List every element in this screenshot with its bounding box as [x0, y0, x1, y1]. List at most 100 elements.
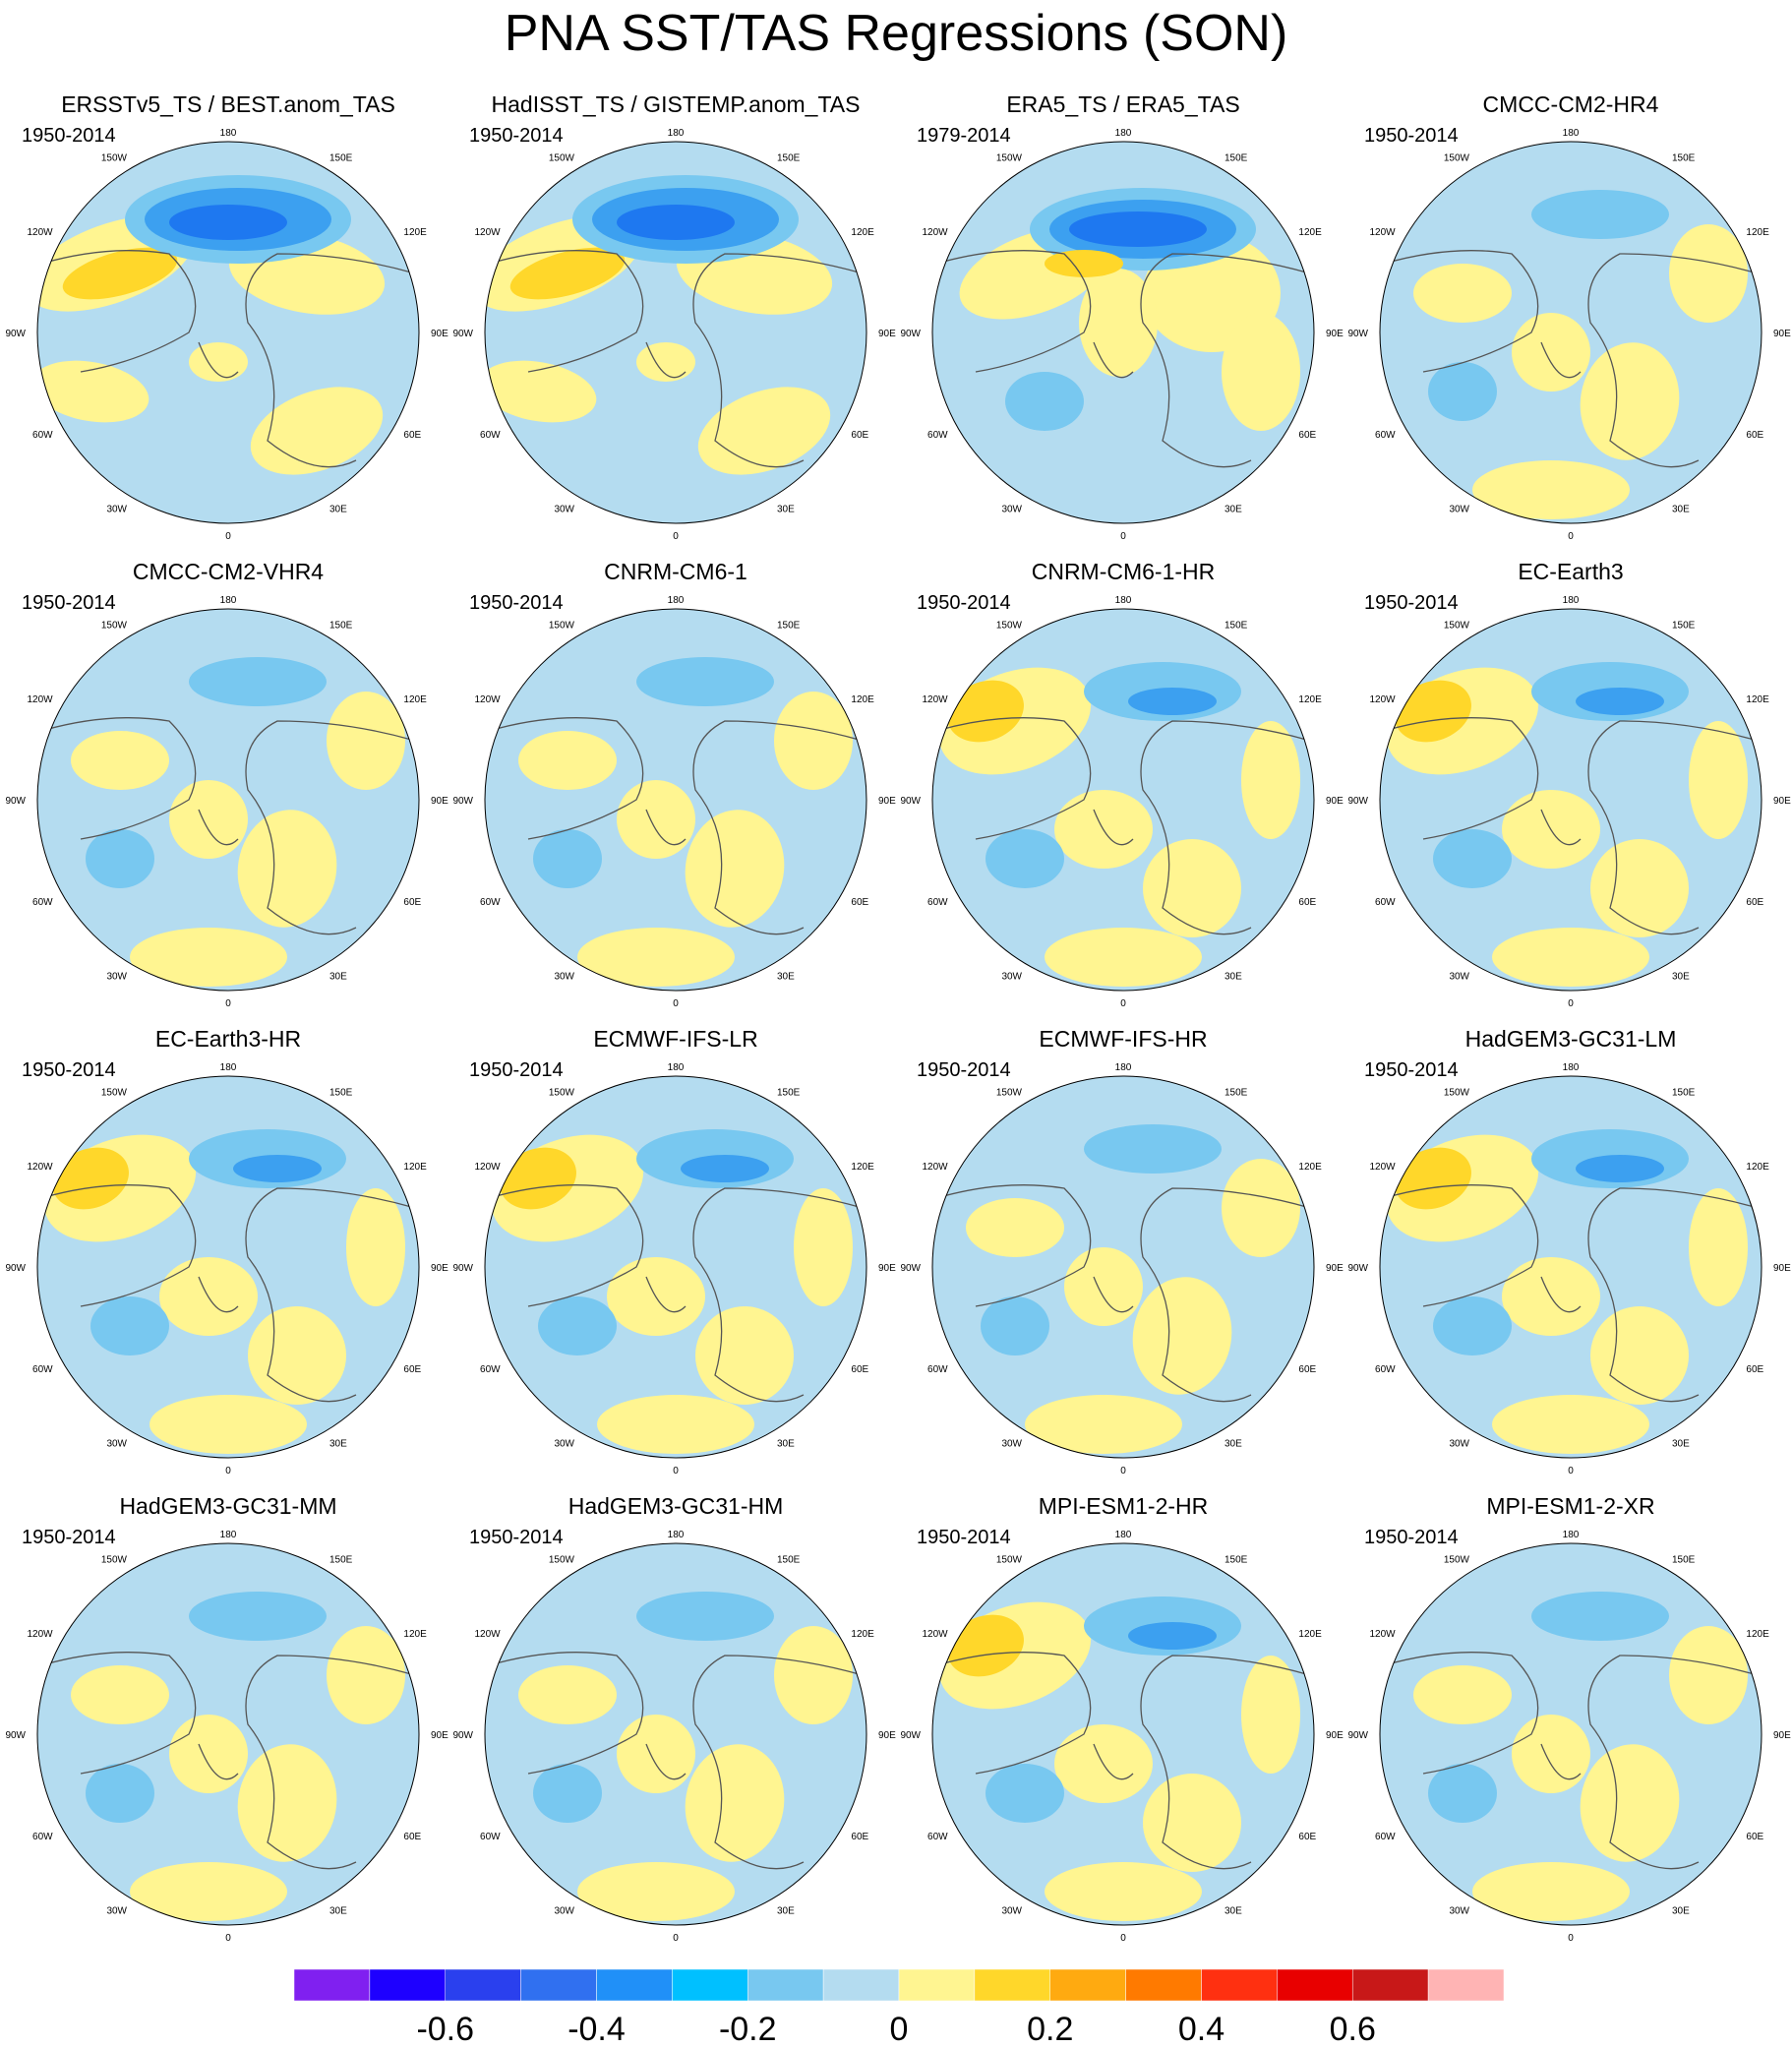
- longitude-label: 0: [1568, 531, 1574, 542]
- map-field: [485, 142, 866, 523]
- colorbar-tick-label: 0.2: [1027, 2011, 1073, 2048]
- longitude-label: 120E: [403, 694, 427, 705]
- longitude-label: 120E: [1298, 1629, 1322, 1640]
- longitude-label: 30W: [554, 1905, 574, 1916]
- field-region: [37, 360, 149, 423]
- colorbar-swatch: [293, 1968, 371, 2002]
- panel-title: CNRM-CM6-1: [604, 559, 747, 584]
- field-region: [947, 1614, 1024, 1677]
- field-region: [71, 1665, 169, 1724]
- panel-title: MPI-ESM1-2-XR: [1486, 1493, 1655, 1519]
- longitude-label: 120W: [474, 1629, 501, 1640]
- panel-title: MPI-ESM1-2-HR: [1038, 1493, 1209, 1519]
- longitude-label: 120E: [851, 1629, 874, 1640]
- field-region: [533, 829, 602, 888]
- longitude-label: 180: [1115, 1530, 1132, 1540]
- longitude-label: 180: [1563, 595, 1580, 606]
- longitude-label: 60W: [480, 430, 501, 441]
- field-region: [617, 780, 695, 859]
- longitude-label: 60W: [480, 897, 501, 908]
- longitude-label: 150E: [329, 621, 353, 632]
- longitude-label: 60E: [1746, 1364, 1763, 1375]
- field-region: [685, 810, 785, 928]
- field-region: [1531, 1592, 1669, 1641]
- map-boundary: [931, 141, 1315, 524]
- field-region: [1025, 1395, 1182, 1454]
- field-region: [130, 1862, 287, 1921]
- longitude-label: 0: [225, 1466, 231, 1476]
- longitude-label: 60W: [1375, 430, 1396, 441]
- field-region: [1689, 721, 1748, 839]
- map-panel: EC-Earth3 1950-2014 180 150E 120E 90E 60E 30E 0 3…: [1343, 559, 1791, 1021]
- polar-map: 180 150E 120E 90E 60E 30E 0 30W 60W 90W 120W 150W: [900, 128, 1344, 542]
- map-boundary: [1379, 141, 1762, 524]
- field-region: [233, 1155, 322, 1182]
- field-region: [636, 657, 774, 706]
- longitude-label: 120W: [474, 694, 501, 705]
- polar-map: 180 150E 120E 90E 60E 30E 0 30W 60W 90W 120W 150W: [1347, 1530, 1791, 1944]
- longitude-label: 90W: [1347, 1263, 1368, 1274]
- field-region: [130, 928, 287, 987]
- field-region: [986, 829, 1064, 888]
- map-field: [1380, 609, 1762, 991]
- longitude-label: 30E: [1672, 1438, 1690, 1449]
- colorbar-swatch: [1125, 1968, 1202, 2002]
- map-field: [1380, 1076, 1762, 1458]
- longitude-label: 120E: [403, 1162, 427, 1173]
- longitude-label: 0: [1568, 1466, 1574, 1476]
- map-boundary: [484, 141, 867, 524]
- field-region: [90, 1296, 169, 1355]
- longitude-label: 180: [1563, 1062, 1580, 1073]
- panel-title: EC-Earth3: [1518, 559, 1624, 584]
- longitude-label: 150W: [101, 1555, 128, 1566]
- longitude-label: 150W: [101, 1088, 128, 1099]
- longitude-label: 30E: [329, 504, 347, 514]
- panel-period: 1950-2014: [917, 592, 1011, 614]
- panel-title: EC-Earth3-HR: [154, 1026, 302, 1052]
- field-region: [62, 247, 178, 300]
- longitude-label: 60E: [851, 430, 868, 441]
- longitude-label: 120E: [1746, 1629, 1769, 1640]
- map-boundary: [484, 1075, 867, 1459]
- field-region: [1241, 721, 1300, 839]
- polar-map: 180 150E 120E 90E 60E 30E 0 30W 60W 90W 120W 150W: [452, 1062, 896, 1476]
- longitude-label: 120E: [1298, 694, 1322, 705]
- map-boundary: [1379, 1075, 1762, 1459]
- panel-period: 1950-2014: [22, 1527, 116, 1548]
- field-region: [1005, 372, 1084, 431]
- panel-period: 1950-2014: [1364, 1059, 1459, 1081]
- longitude-label: 60W: [927, 1832, 948, 1842]
- longitude-label: 120W: [922, 227, 948, 238]
- field-region: [86, 829, 154, 888]
- coastline: [1383, 1184, 1759, 1403]
- polar-map: 180 150E 120E 90E 60E 30E 0 30W 60W 90W 120W 150W: [5, 1062, 448, 1476]
- longitude-label: 90E: [878, 1730, 896, 1741]
- longitude-label: 60E: [1298, 430, 1316, 441]
- field-region: [1590, 1306, 1689, 1405]
- longitude-label: 150W: [996, 153, 1023, 164]
- panel-period: 1950-2014: [917, 1059, 1011, 1081]
- polar-map: 180 150E 120E 90E 60E 30E 0 30W 60W 90W 120W 150W: [900, 1530, 1344, 1944]
- panel-period: 1950-2014: [469, 125, 564, 147]
- field-region: [617, 205, 735, 240]
- longitude-label: 30E: [329, 1438, 347, 1449]
- panel-period: 1950-2014: [1364, 125, 1459, 147]
- longitude-label: 90W: [452, 1263, 473, 1274]
- longitude-label: 150W: [101, 153, 128, 164]
- longitude-label: 120W: [27, 694, 53, 705]
- longitude-label: 30E: [1225, 1905, 1242, 1916]
- field-region: [1472, 460, 1630, 519]
- longitude-label: 60E: [1746, 897, 1763, 908]
- colorbar-swatch: [369, 1968, 446, 2002]
- longitude-label: 180: [220, 595, 237, 606]
- longitude-label: 150E: [1672, 153, 1696, 164]
- colorbar-swatch: [974, 1968, 1050, 2002]
- longitude-label: 120W: [922, 1629, 948, 1640]
- longitude-label: 150E: [329, 1088, 353, 1099]
- coastline: [1383, 1652, 1759, 1870]
- field-region: [1433, 1296, 1512, 1355]
- colorbar-swatch: [520, 1968, 597, 2002]
- colorbar-swatch: [898, 1968, 976, 2002]
- panel-title: HadGEM3-GC31-HM: [567, 1493, 784, 1519]
- longitude-label: 60W: [927, 430, 948, 441]
